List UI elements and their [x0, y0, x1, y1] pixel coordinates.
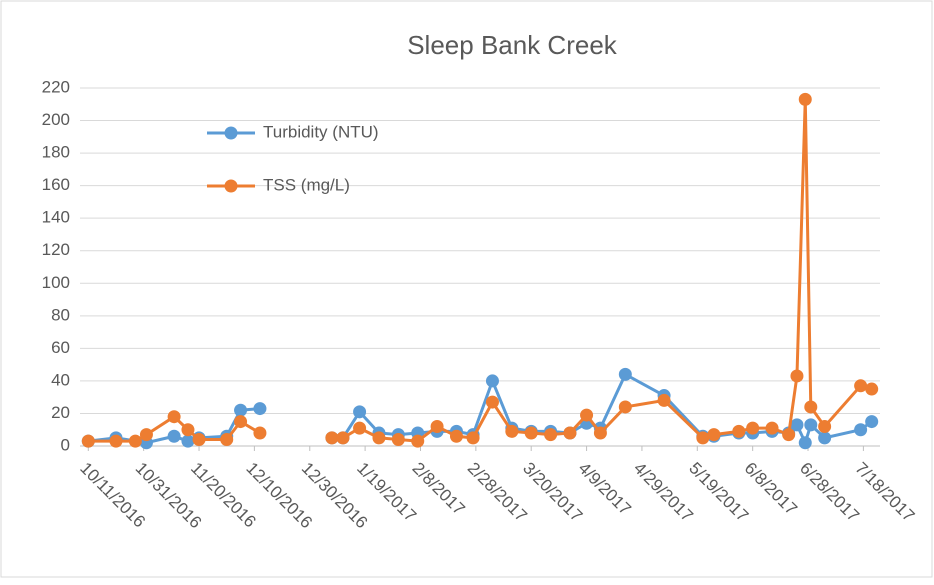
legend-label: TSS (mg/L) [263, 175, 350, 194]
data-point [782, 428, 796, 442]
y-tick-label: 180 [42, 143, 70, 162]
data-point [732, 424, 746, 438]
data-point [181, 434, 195, 448]
y-tick-label: 140 [42, 208, 70, 227]
data-point [372, 431, 386, 445]
y-tick-label: 100 [42, 273, 70, 292]
data-point [798, 436, 812, 450]
chart-title: Sleep Bank Creek [407, 30, 618, 60]
data-point [818, 419, 832, 433]
data-point [580, 408, 594, 422]
data-point [336, 431, 350, 445]
data-point [765, 421, 779, 435]
y-tick-label: 20 [51, 403, 70, 422]
data-point [181, 423, 195, 437]
data-point [746, 421, 760, 435]
y-tick-label: 0 [61, 435, 70, 454]
data-point [220, 432, 234, 446]
data-point [593, 426, 607, 440]
data-point [139, 428, 153, 442]
data-point [430, 419, 444, 433]
data-point [618, 367, 632, 381]
y-tick-label: 120 [42, 240, 70, 259]
data-point [167, 429, 181, 443]
data-point [253, 426, 267, 440]
data-point [707, 428, 721, 442]
data-point [657, 393, 671, 407]
data-point [790, 369, 804, 383]
data-point [485, 374, 499, 388]
data-point [618, 400, 632, 414]
data-point [818, 431, 832, 445]
data-point [253, 402, 267, 416]
data-point [804, 400, 818, 414]
legend-marker [224, 126, 238, 140]
y-tick-label: 220 [42, 77, 70, 96]
data-point [865, 415, 879, 429]
data-point [234, 403, 248, 417]
data-point [234, 415, 248, 429]
data-point [353, 405, 367, 419]
legend-label: Turbidity (NTU) [263, 122, 379, 141]
data-point [466, 431, 480, 445]
data-point [325, 431, 339, 445]
data-point [696, 431, 710, 445]
data-point [524, 426, 538, 440]
data-point [485, 395, 499, 409]
data-point [192, 432, 206, 446]
data-point [544, 428, 558, 442]
data-point [128, 434, 142, 448]
legend-marker [224, 179, 238, 193]
data-point [865, 382, 879, 396]
data-point [854, 379, 868, 393]
data-point [449, 429, 463, 443]
data-point [391, 432, 405, 446]
data-point [411, 434, 425, 448]
data-point [854, 423, 868, 437]
data-point [505, 424, 519, 438]
data-point [167, 410, 181, 424]
data-point [563, 426, 577, 440]
data-point [804, 418, 818, 432]
data-point [790, 418, 804, 432]
y-tick-label: 40 [51, 370, 70, 389]
y-tick-label: 80 [51, 305, 70, 324]
data-point [353, 421, 367, 435]
y-tick-label: 60 [51, 338, 70, 357]
y-tick-label: 200 [42, 110, 70, 129]
data-point [81, 434, 95, 448]
data-point [798, 92, 812, 106]
data-point [109, 434, 123, 448]
y-tick-label: 160 [42, 175, 70, 194]
